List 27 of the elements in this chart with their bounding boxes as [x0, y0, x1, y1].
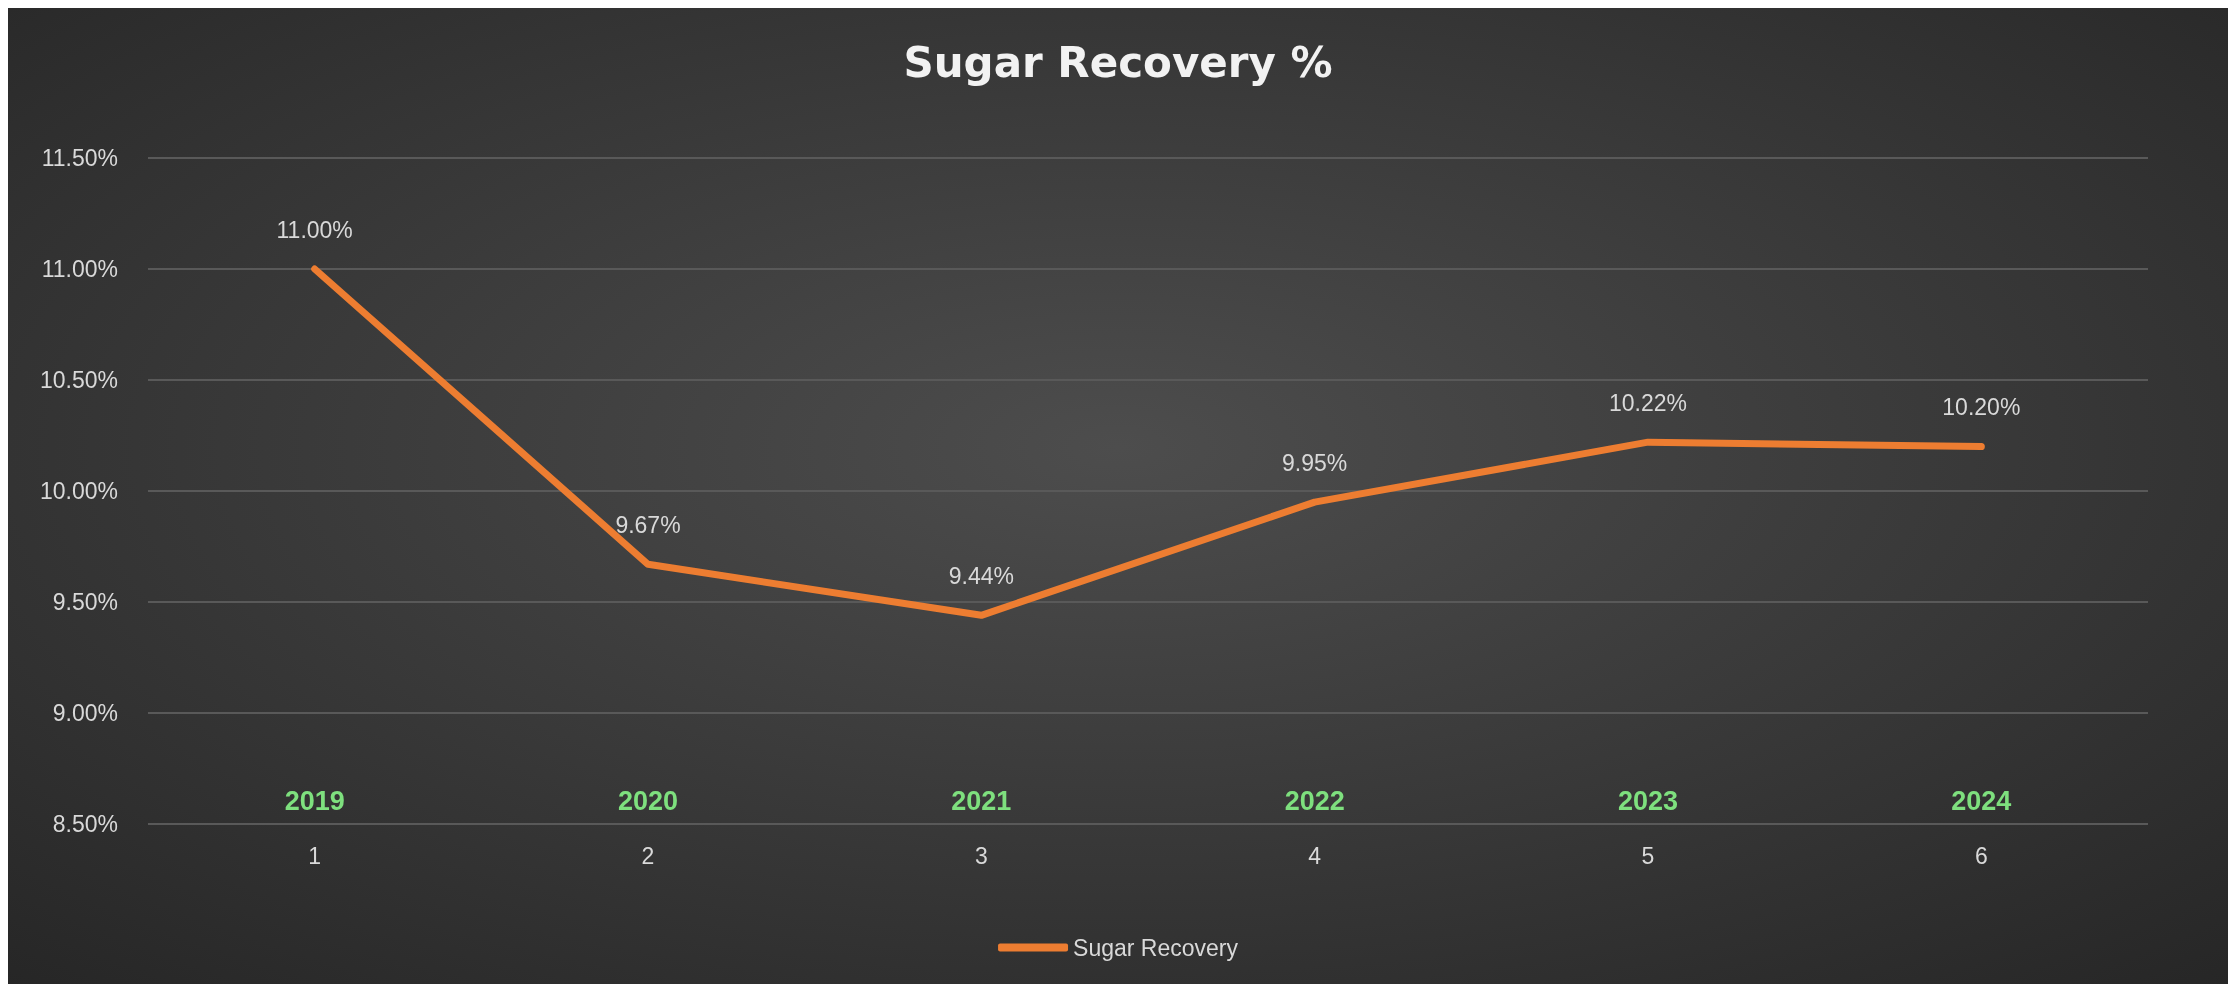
x-tick-label: 2	[641, 842, 655, 869]
data-label: 10.22%	[1608, 389, 1688, 416]
y-tick-label: 10.00%	[39, 478, 118, 504]
x-tick-label: 6	[1974, 842, 1988, 869]
annotation: 2021	[951, 785, 1012, 816]
y-tick-label: 11.00%	[41, 256, 118, 282]
data-label: 9.44%	[948, 562, 1014, 589]
x-tick-label: 3	[974, 842, 988, 869]
data-label: 11.00%	[276, 216, 353, 243]
x-tick-label: 1	[308, 842, 322, 869]
annotation: 2020	[617, 785, 679, 816]
x-tick-label: 4	[1308, 842, 1322, 869]
y-tick-label: 11.50%	[41, 145, 118, 171]
annotation: 2024	[1951, 785, 2012, 816]
y-tick-label: 10.50%	[39, 367, 118, 393]
data-label: 9.67%	[615, 511, 681, 538]
data-label: 10.20%	[1942, 394, 2021, 421]
annotation: 2019	[284, 785, 345, 816]
y-tick-label: 9.50%	[52, 589, 118, 615]
y-tick-label: 8.50%	[52, 811, 118, 837]
x-tick-label: 5	[1641, 842, 1655, 869]
legend-label: Sugar Recovery	[1073, 934, 1239, 961]
chart-title: Sugar Recovery %	[903, 37, 1333, 87]
annotation: 2022	[1284, 785, 1345, 816]
data-label: 9.95%	[1282, 449, 1348, 476]
y-tick-label: 9.00%	[52, 700, 118, 726]
annotation: 2023	[1617, 785, 1679, 816]
